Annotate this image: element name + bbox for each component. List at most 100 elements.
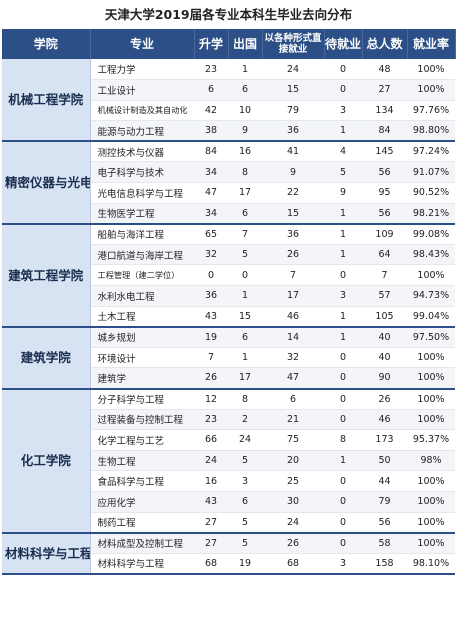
table-row: 机械设计制造及其自动化 42 10 79 3 134 97.76% (2, 100, 455, 122)
employment-rate-cell: 98.80% (407, 120, 455, 143)
college-cell: 机械工程学院 (2, 59, 91, 143)
major-cell: 食品科学与工程 (90, 470, 194, 492)
pending-cell: 9 (324, 182, 362, 204)
table-row: 材料科学与工程学院材料成型及控制工程27526058100% (2, 532, 455, 575)
table-row: 工业设计 6 6 15 0 27 100% (2, 79, 455, 101)
direct-employment-cell: 32 (262, 347, 324, 369)
total-cell: 105 (362, 306, 407, 328)
graduate-destination-table: 学院 专业 升学 出国 以各种形式直接就业 待就业 总人数 就业率 机械工程学院… (2, 29, 456, 575)
pending-cell: 0 (324, 79, 362, 101)
direct-employment-cell: 7 (262, 264, 324, 287)
employment-rate-cell: 100% (407, 470, 455, 492)
employment-rate-cell: 100% (407, 532, 455, 554)
total-cell: 40 (362, 326, 407, 348)
abroad-cell: 3 (228, 470, 262, 492)
table-row: 港口航道与海岸工程 32 5 26 1 64 98.43% (2, 244, 455, 266)
pending-cell: 3 (324, 553, 362, 575)
table-row: 精密仪器与光电子工程学院测控技术与仪器841641414597.24% (2, 141, 455, 225)
major-cell: 工业设计 (90, 79, 194, 101)
abroad-cell: 6 (228, 491, 262, 513)
total-cell: 173 (362, 429, 407, 451)
major-cell: 生物医学工程 (90, 203, 194, 225)
employment-rate-cell: 100% (407, 512, 455, 534)
abroad-cell: 16 (228, 141, 262, 163)
total-cell: 57 (362, 285, 407, 307)
header-row: 学院 专业 升学 出国 以各种形式直接就业 待就业 总人数 就业率 (2, 29, 456, 59)
total-cell: 56 (362, 512, 407, 534)
major-cell: 测控技术与仪器 (90, 141, 194, 163)
further-study-cell: 32 (194, 244, 228, 266)
college-cell: 化工学院 (2, 388, 91, 534)
header-pending: 待就业 (324, 29, 363, 59)
direct-employment-cell: 21 (262, 409, 324, 431)
further-study-cell: 42 (194, 100, 228, 122)
employment-rate-cell: 90.52% (407, 182, 455, 204)
employment-rate-cell: 98.10% (407, 553, 455, 575)
total-cell: 44 (362, 470, 407, 492)
direct-employment-cell: 20 (262, 450, 324, 472)
college-cell: 建筑学院 (2, 326, 91, 390)
further-study-cell: 23 (194, 409, 228, 431)
major-cell: 土木工程 (90, 306, 194, 328)
further-study-cell: 43 (194, 306, 228, 328)
pending-cell: 1 (324, 306, 362, 328)
table-row: 环境设计 7 1 32 0 40 100% (2, 347, 455, 369)
employment-rate-cell: 99.08% (407, 223, 455, 245)
abroad-cell: 5 (228, 244, 262, 266)
employment-rate-cell: 97.50% (407, 326, 455, 348)
abroad-cell: 5 (228, 512, 262, 534)
total-cell: 56 (362, 203, 407, 225)
major-cell: 材料成型及控制工程 (90, 532, 194, 554)
further-study-cell: 34 (194, 203, 228, 225)
abroad-cell: 8 (228, 388, 262, 410)
direct-employment-cell: 75 (262, 429, 324, 451)
college-cell: 精密仪器与光电子工程学院 (2, 141, 91, 225)
table-row: 生物医学工程 34 6 15 1 56 98.21% (2, 203, 455, 225)
pending-cell: 3 (324, 100, 362, 122)
direct-employment-cell: 14 (262, 326, 324, 348)
employment-rate-cell: 94.73% (407, 285, 455, 307)
abroad-cell: 0 (228, 264, 262, 287)
major-cell: 建筑学 (90, 367, 194, 390)
header-college: 学院 (2, 29, 91, 59)
table-row: 工程管理（建二学位） 0 0 7 0 7 100% (2, 264, 455, 287)
further-study-cell: 66 (194, 429, 228, 451)
employment-rate-cell: 98% (407, 450, 455, 472)
pending-cell: 0 (324, 367, 362, 390)
direct-employment-cell: 36 (262, 223, 324, 245)
table-row: 生物工程 24 5 20 1 50 98% (2, 450, 455, 472)
table-row: 机械工程学院 工程力学 23 1 24 0 48 100% (2, 59, 455, 143)
abroad-cell: 5 (228, 532, 262, 554)
abroad-cell: 9 (228, 120, 262, 143)
table-row: 材料科学与工程 68 19 68 3 158 98.10% (2, 553, 455, 575)
total-cell: 58 (362, 532, 407, 554)
major-cell: 化学工程与工艺 (90, 429, 194, 451)
direct-employment-cell: 9 (262, 161, 324, 184)
employment-rate-cell: 95.37% (407, 429, 455, 451)
direct-employment-cell: 22 (262, 182, 324, 204)
total-cell: 46 (362, 409, 407, 431)
table-row: 过程装备与控制工程 23 2 21 0 46 100% (2, 409, 455, 431)
total-cell: 84 (362, 120, 407, 143)
abroad-cell: 1 (228, 59, 262, 81)
total-cell: 90 (362, 367, 407, 390)
direct-employment-cell: 15 (262, 203, 324, 225)
major-cell: 工程管理（建二学位） (90, 264, 194, 287)
total-cell: 95 (362, 182, 407, 204)
abroad-cell: 8 (228, 161, 262, 184)
direct-employment-cell: 36 (262, 120, 324, 143)
abroad-cell: 7 (228, 223, 262, 245)
employment-rate-cell: 91.07% (407, 161, 455, 184)
pending-cell: 0 (324, 59, 362, 81)
total-cell: 7 (362, 264, 407, 287)
pending-cell: 0 (324, 470, 362, 492)
pending-cell: 0 (324, 264, 362, 287)
total-cell: 158 (362, 553, 407, 575)
further-study-cell: 68 (194, 553, 228, 575)
table-row: 食品科学与工程 16 3 25 0 44 100% (2, 470, 455, 492)
further-study-cell: 24 (194, 450, 228, 472)
direct-employment-cell: 47 (262, 367, 324, 390)
total-cell: 27 (362, 79, 407, 101)
further-study-cell: 36 (194, 285, 228, 307)
major-cell: 电子科学与技术 (90, 161, 194, 184)
